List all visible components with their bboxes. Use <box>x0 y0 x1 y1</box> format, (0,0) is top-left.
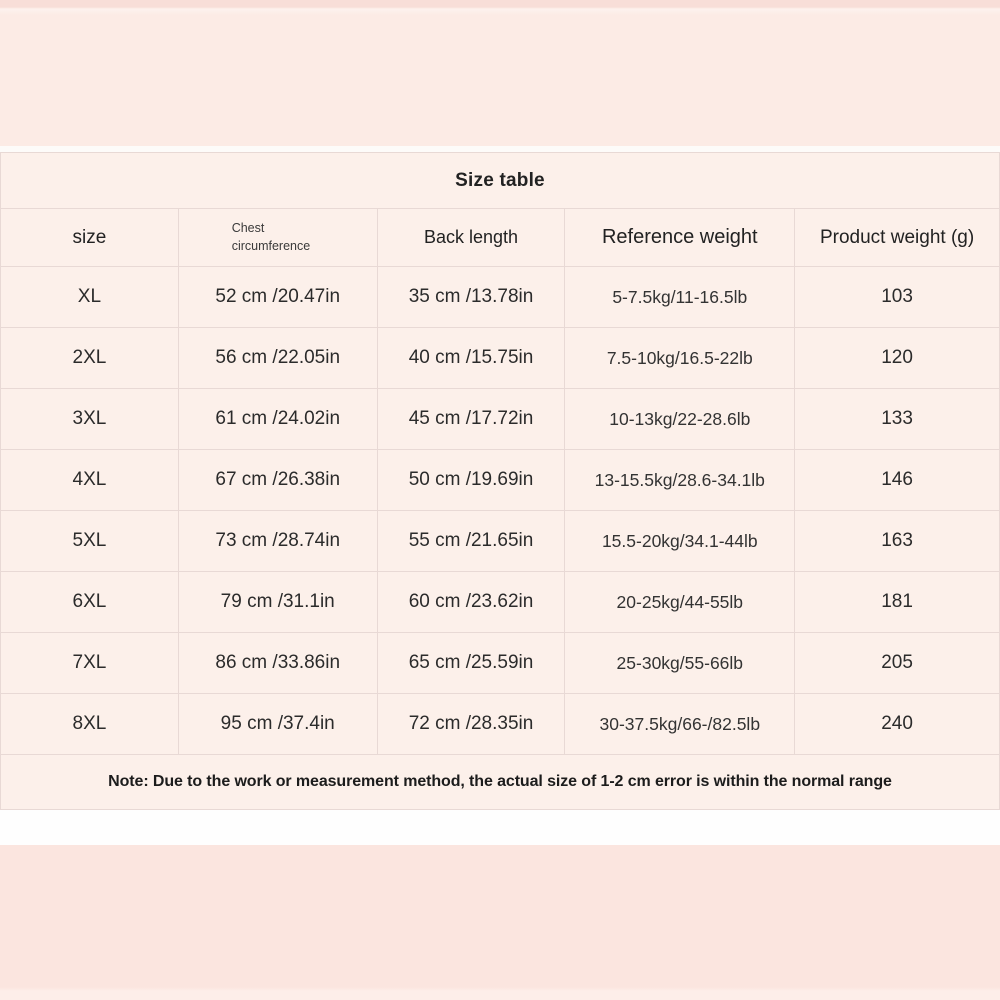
table-title: Size table <box>0 152 1000 209</box>
cell-size: XL <box>0 266 179 328</box>
cell-back-length: 45 cm /17.72in <box>376 388 566 450</box>
cell-reference-weight: 13-15.5kg/28.6-34.1lb <box>564 449 796 511</box>
cell-size: 3XL <box>0 388 179 450</box>
cell-chest: 86 cm /33.86in <box>177 632 378 694</box>
cell-size: 5XL <box>0 510 179 572</box>
table-header-row: size Chest circumference Back length Ref… <box>0 208 1000 267</box>
cell-product-weight: 120 <box>794 327 1000 389</box>
cell-product-weight: 205 <box>794 632 1000 694</box>
cell-reference-weight: 10-13kg/22-28.6lb <box>564 388 796 450</box>
cell-reference-weight: 20-25kg/44-55lb <box>564 571 796 633</box>
col-header-product-weight: Product weight (g) <box>794 208 1000 267</box>
cell-back-length: 55 cm /21.65in <box>376 510 566 572</box>
cell-back-length: 35 cm /13.78in <box>376 266 566 328</box>
cell-size: 2XL <box>0 327 179 389</box>
table-row: 4XL 67 cm /26.38in 50 cm /19.69in 13-15.… <box>0 449 1000 511</box>
cell-chest: 52 cm /20.47in <box>177 266 378 328</box>
table-row: 5XL 73 cm /28.74in 55 cm /21.65in 15.5-2… <box>0 510 1000 572</box>
cell-chest: 73 cm /28.74in <box>177 510 378 572</box>
white-divider-band <box>0 810 1000 845</box>
cell-chest: 67 cm /26.38in <box>177 449 378 511</box>
cell-back-length: 60 cm /23.62in <box>376 571 566 633</box>
table-note-row: Note: Due to the work or measurement met… <box>0 754 1000 810</box>
cell-back-length: 50 cm /19.69in <box>376 449 566 511</box>
cell-reference-weight: 5-7.5kg/11-16.5lb <box>564 266 796 328</box>
col-header-chest-circumference: Chest circumference <box>177 208 378 267</box>
size-table: Size table size Chest circumference Back… <box>0 152 1000 810</box>
cell-product-weight: 163 <box>794 510 1000 572</box>
cell-chest: 61 cm /24.02in <box>177 388 378 450</box>
cell-chest: 79 cm /31.1in <box>177 571 378 633</box>
table-note: Note: Due to the work or measurement met… <box>0 754 1000 810</box>
cell-size: 8XL <box>0 693 179 755</box>
table-row: 3XL 61 cm /24.02in 45 cm /17.72in 10-13k… <box>0 388 1000 450</box>
table-row: 2XL 56 cm /22.05in 40 cm /15.75in 7.5-10… <box>0 327 1000 389</box>
cell-product-weight: 146 <box>794 449 1000 511</box>
cell-product-weight: 181 <box>794 571 1000 633</box>
col-header-back-length: Back length <box>376 208 566 267</box>
cell-size: 4XL <box>0 449 179 511</box>
cell-back-length: 40 cm /15.75in <box>376 327 566 389</box>
table-row: 6XL 79 cm /31.1in 60 cm /23.62in 20-25kg… <box>0 571 1000 633</box>
cell-chest: 56 cm /22.05in <box>177 327 378 389</box>
cell-back-length: 72 cm /28.35in <box>376 693 566 755</box>
col-header-size: size <box>0 208 179 267</box>
cell-reference-weight: 7.5-10kg/16.5-22lb <box>564 327 796 389</box>
cell-chest: 95 cm /37.4in <box>177 693 378 755</box>
col-header-reference-weight: Reference weight <box>564 208 796 267</box>
table-row: 8XL 95 cm /37.4in 72 cm /28.35in 30-37.5… <box>0 693 1000 755</box>
table-title-row: Size table <box>0 152 1000 209</box>
top-banner <box>0 0 1000 146</box>
cell-reference-weight: 15.5-20kg/34.1-44lb <box>564 510 796 572</box>
cell-reference-weight: 25-30kg/55-66lb <box>564 632 796 694</box>
cell-product-weight: 240 <box>794 693 1000 755</box>
table-row: XL 52 cm /20.47in 35 cm /13.78in 5-7.5kg… <box>0 266 1000 328</box>
col-header-chest-label: Chest circumference <box>231 221 311 253</box>
table-row: 7XL 86 cm /33.86in 65 cm /25.59in 25-30k… <box>0 632 1000 694</box>
cell-reference-weight: 30-37.5kg/66-/82.5lb <box>564 693 796 755</box>
cell-size: 6XL <box>0 571 179 633</box>
cell-product-weight: 133 <box>794 388 1000 450</box>
cell-size: 7XL <box>0 632 179 694</box>
cell-back-length: 65 cm /25.59in <box>376 632 566 694</box>
bottom-banner <box>0 845 1000 1000</box>
cell-product-weight: 103 <box>794 266 1000 328</box>
